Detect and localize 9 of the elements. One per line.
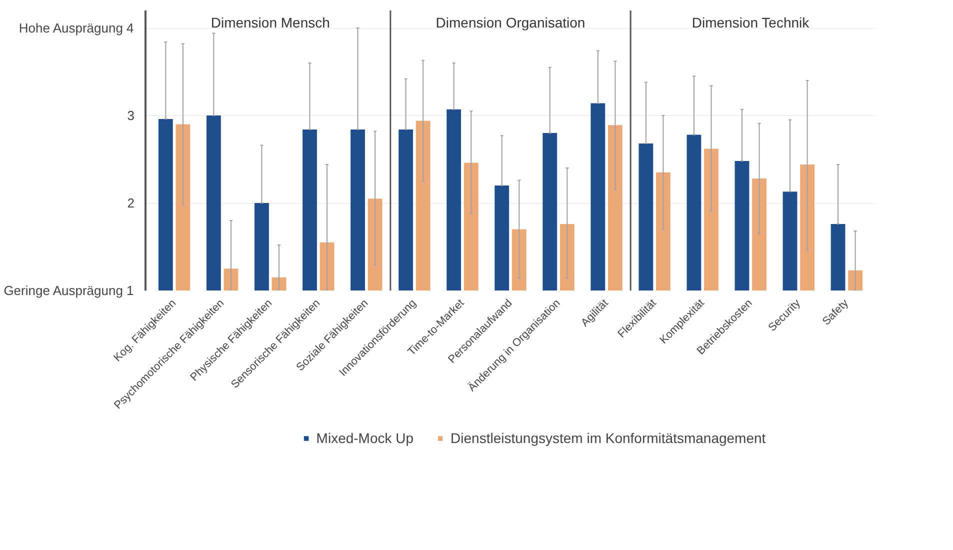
- y-tick-label: Hohe Ausprägung 4: [18, 20, 134, 36]
- y-tick-label: 2: [127, 196, 135, 210]
- y-tick-label: Geringe Ausprägung 1: [4, 283, 134, 298]
- annotation: Dimension Technik: [692, 14, 810, 30]
- y-tick-label: 3: [127, 108, 135, 123]
- annotation: Dimension Organisation: [436, 14, 586, 30]
- annotation: Dimension Mensch: [210, 14, 330, 30]
- legend-label: Dienstleistungsystem im Konformitätsmanagement: [450, 430, 766, 446]
- legend-label: Mixed-Mock Up: [316, 430, 414, 446]
